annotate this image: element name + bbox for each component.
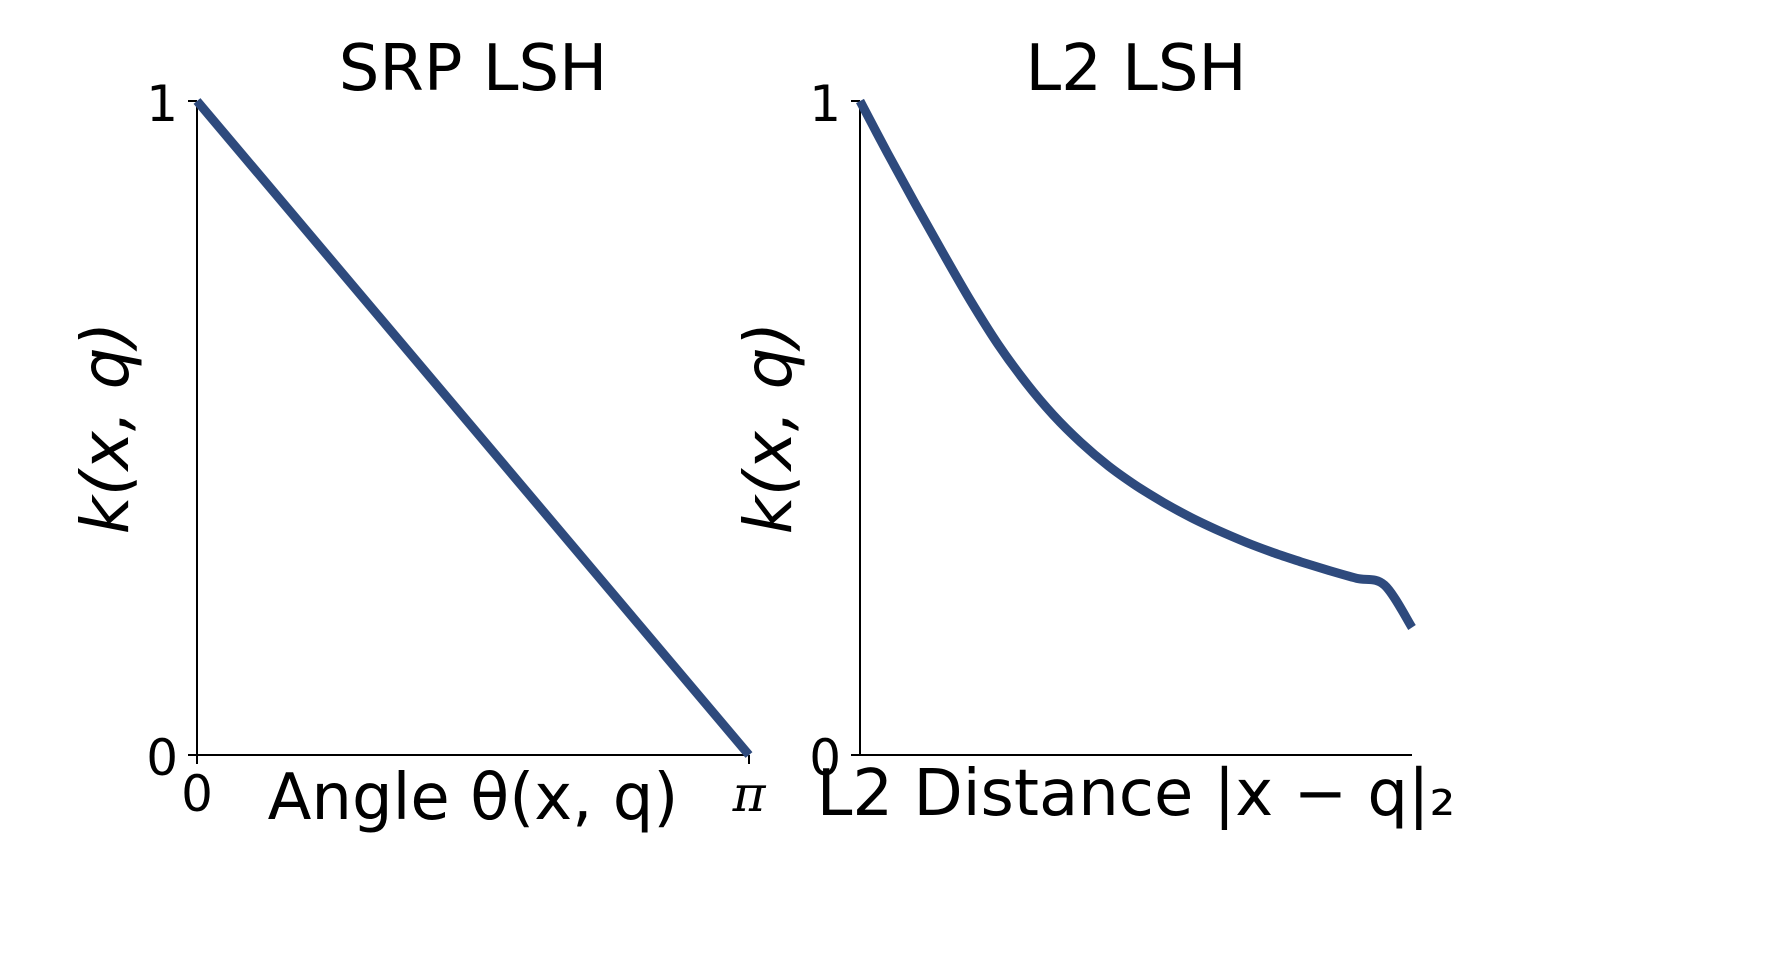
- y-axis-label: k(x, q): [67, 322, 144, 535]
- x-axis-label: L2 Distance |x − q|₂: [817, 757, 1456, 831]
- chart-title: L2 LSH: [1025, 32, 1246, 106]
- chart-l2-lsh: L2 LSH 1 0 L2 Distance |x − q|₂ k(x, q): [730, 32, 1455, 831]
- x-tick-label: π: [732, 765, 767, 823]
- series-line-srp: [193, 98, 753, 758]
- y-axis-label: k(x, q): [730, 322, 807, 535]
- series-line-l2: [856, 98, 1416, 630]
- chart-srp-lsh: SRP LSH 1 0 0 π Angle θ(x, q) k(x, q): [67, 32, 767, 835]
- x-axis-label: Angle θ(x, q): [268, 761, 679, 835]
- x-tick-label: 0: [181, 765, 213, 823]
- y-tick-label: 1: [146, 75, 178, 133]
- y-tick-label: 0: [146, 729, 178, 787]
- y-tick-label: 1: [809, 75, 841, 133]
- y-tick-label: 0: [809, 729, 841, 787]
- chart-title: SRP LSH: [339, 32, 607, 106]
